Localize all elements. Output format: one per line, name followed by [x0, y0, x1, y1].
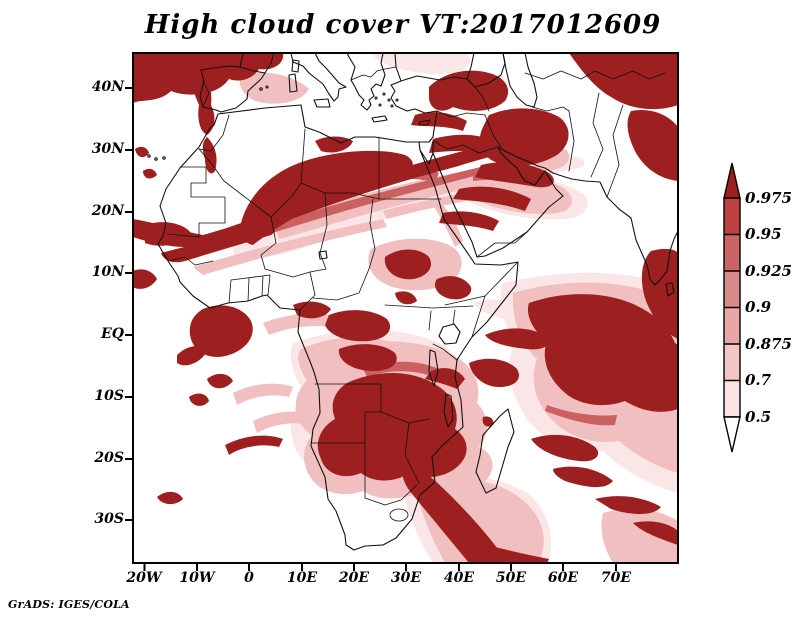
colorbar-segment — [724, 307, 740, 344]
x-tick-label-10e: 10E — [286, 570, 318, 586]
y-tick-label-20s: 20S — [94, 450, 124, 466]
colorbar-label-05: 0.5 — [745, 408, 772, 426]
colorbar — [723, 162, 741, 453]
coastlines — [147, 53, 678, 551]
colorbar-edges — [723, 198, 741, 417]
y-tick-label-20n: 20N — [91, 203, 124, 219]
colorbar-segment — [724, 198, 740, 235]
colorbar-bottom-arrow — [723, 416, 741, 453]
colorbar-label-09: 0.9 — [745, 298, 772, 316]
page-title: High cloud cover VT:2017012609 — [144, 10, 662, 40]
colorbar-label-0975: 0.975 — [745, 189, 792, 207]
x-tick-label-40e: 40E — [443, 570, 475, 586]
x-tick-label-50e: 50E — [495, 570, 527, 586]
y-tick-label-eq: EQ — [101, 326, 124, 342]
y-tick-label-30s: 30S — [94, 511, 124, 527]
colorbar-segment — [724, 234, 740, 271]
y-tick-label-10s: 10S — [94, 388, 124, 404]
map-panel — [133, 53, 678, 563]
colorbar-label-07: 0.7 — [745, 371, 772, 389]
y-tick-label-30n: 30N — [91, 141, 124, 157]
x-tick-label-20e: 20E — [338, 570, 370, 586]
grads-attribution: GrADS: IGES/COLA — [8, 598, 130, 611]
colorbar-label-0875: 0.875 — [745, 335, 792, 353]
colorbar-label-0925: 0.925 — [745, 262, 792, 280]
x-tick-label-10w: 10W — [179, 570, 215, 586]
y-tick-label-40n: 40N — [91, 79, 124, 95]
cloud-shading-dark — [133, 53, 678, 563]
x-axis-ticks — [143, 563, 617, 571]
country-borders — [166, 66, 666, 522]
x-tick-label-70e: 70E — [600, 570, 632, 586]
colorbar-level-lines — [724, 197, 740, 418]
colorbar-segment — [724, 344, 740, 381]
x-tick-label-30e: 30E — [390, 570, 422, 586]
colorbar-label-095: 0.95 — [745, 225, 782, 243]
y-tick-label-10n: 10N — [91, 264, 124, 280]
x-tick-label-0: 0 — [244, 570, 254, 586]
colorbar-segment — [724, 380, 740, 417]
colorbar-segment — [724, 271, 740, 308]
x-tick-label-20w: 20W — [126, 570, 162, 586]
colorbar-top-arrow — [723, 162, 741, 199]
y-axis-ticks — [125, 87, 133, 521]
x-tick-label-60e: 60E — [547, 570, 579, 586]
